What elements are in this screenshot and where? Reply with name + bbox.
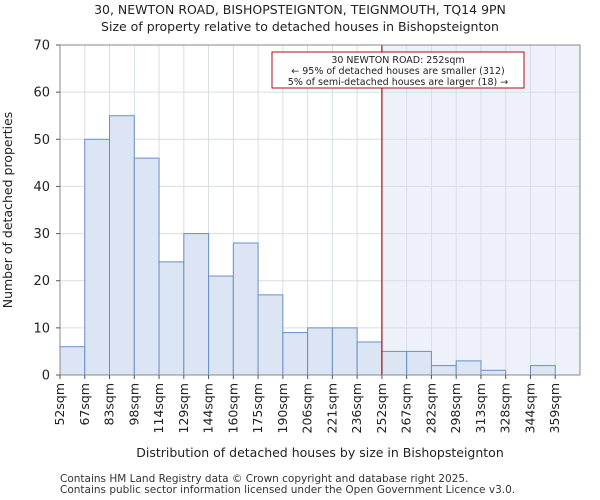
x-tick-label: 160sqm [225,383,240,433]
x-tick-label: 144sqm [201,383,216,433]
y-axis-label: Number of detached properties [0,112,15,309]
histogram-bar [381,350,408,376]
x-tick-label: 221sqm [324,383,339,433]
histogram-bar [455,360,482,376]
x-tick-label: 252sqm [374,383,389,433]
annotation-line: 5% of semi-detached houses are larger (1… [288,77,508,88]
footer-copyright: Contains HM Land Registry data © Crown c… [60,473,469,485]
x-tick-label: 206sqm [300,383,315,433]
histogram-bar [59,346,86,376]
histogram-bar [133,157,160,376]
histogram-bar [529,365,556,376]
histogram-bar [208,275,234,376]
x-tick-label: 313sqm [473,383,488,433]
y-tick-label: 10 [33,321,50,336]
x-tick-label: 67sqm [77,383,92,426]
x-tick-label: 114sqm [151,383,166,433]
x-tick-label: 298sqm [448,383,463,433]
chart-subtitle: Size of property relative to detached ho… [101,19,499,34]
histogram-bar [109,115,135,376]
x-tick-label: 344sqm [522,383,537,433]
x-tick-label: 83sqm [102,383,117,426]
x-tick-label: 52sqm [52,383,67,426]
chart-title: 30, NEWTON ROAD, BISHOPSTEIGNTON, TEIGNM… [94,2,506,17]
histogram-bar [257,294,284,376]
y-tick-label: 60 [33,86,50,101]
x-tick-label: 359sqm [547,383,562,433]
y-tick-label: 70 [33,39,50,54]
x-tick-label: 190sqm [275,383,290,433]
histogram-bar [406,350,432,376]
footer-licence: Contains public sector information licen… [60,484,516,496]
y-tick-label: 30 [33,227,50,242]
y-tick-label: 0 [42,369,50,384]
annotation-line: ← 95% of detached houses are smaller (31… [291,66,504,77]
y-tick-label: 40 [33,180,50,195]
histogram-chart: 0 10 20 30 40 50 60 70 52sqm 67sqm 83sqm 98sqm 114sq… [0,39,581,460]
histogram-bar [307,327,333,376]
plot-frame [59,44,581,376]
histogram-bar [232,242,259,376]
histogram-bar [84,138,111,376]
x-tick-label: 282sqm [423,383,438,433]
annotation-box [271,51,525,89]
histogram-bar [480,369,507,376]
x-tick-label: 129sqm [176,383,191,433]
histogram-bar [282,332,309,376]
histogram-bar [331,327,358,376]
y-tick-label: 50 [33,133,50,148]
x-tick-label: 267sqm [399,383,414,433]
x-tick-label: 175sqm [250,383,265,433]
histogram-bar [158,261,185,376]
histogram-bar [430,365,457,376]
x-axis-label: Distribution of detached houses by size … [136,445,504,460]
histogram-bar [183,233,210,376]
x-tick-label: 328sqm [498,383,513,433]
x-tick-label: 236sqm [349,383,364,433]
x-tick-label: 98sqm [126,383,141,426]
annotation-line: 30 NEWTON ROAD: 252sqm [331,55,464,66]
y-tick-label: 20 [33,274,50,289]
histogram-bar [356,341,383,376]
